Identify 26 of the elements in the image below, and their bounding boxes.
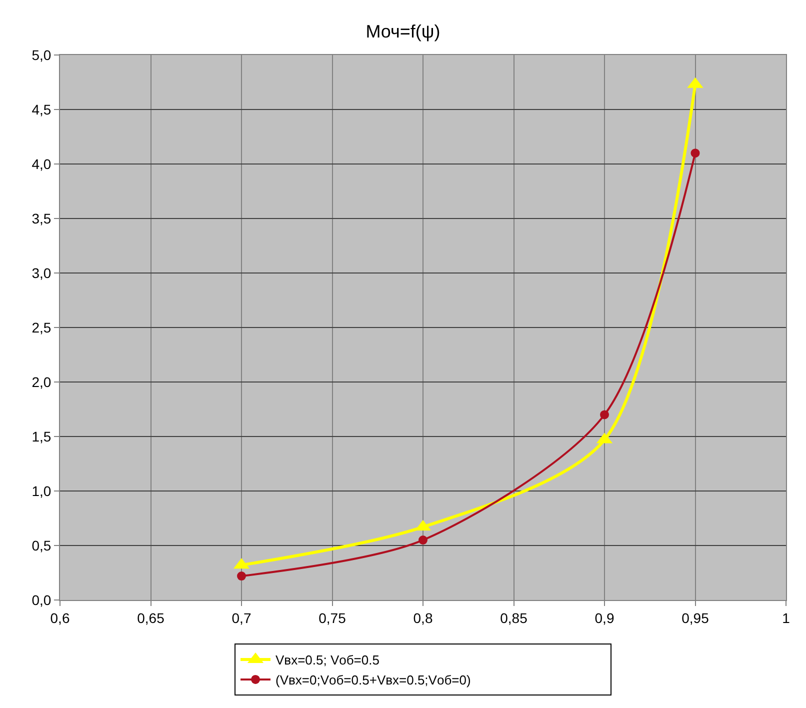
point (600, 410, 609, 420)
point (418, 536, 428, 545)
chart-title: Моч=f(ψ) (366, 21, 440, 42)
x-tick-label: 0,6 (50, 610, 70, 626)
x-tick-label: 0,65 (137, 610, 165, 626)
x-tick-label: 0,9 (594, 610, 614, 626)
y-tick-label: 3,0 (32, 264, 52, 281)
y-tick-label: 5,0 (32, 46, 52, 63)
x-tick-label: 0,8 (413, 610, 433, 626)
x-tick-label: 1 (782, 610, 790, 626)
y-tick-label: 0,5 (32, 537, 52, 554)
x-tick-label: 0,95 (682, 610, 710, 626)
x-tick-label: 0,85 (500, 610, 528, 626)
x-tick-label: 0,75 (318, 610, 346, 626)
legend-label: Vвх=0.5; Vоб=0.5 (276, 652, 380, 668)
y-tick-label: 2,0 (32, 374, 52, 390)
y-tick-label: 4,5 (32, 101, 52, 118)
y-tick-label: 2,5 (32, 319, 52, 336)
point (237, 572, 246, 581)
y-tick-label: 4,0 (32, 156, 52, 172)
x-tick-label: 0,7 (232, 610, 252, 626)
y-tick-label: 1,0 (32, 482, 52, 499)
y-tick-label: 0,0 (32, 592, 52, 608)
y-tick-label: 3,5 (32, 210, 52, 226)
legend-label: (Vвх=0;Vоб=0.5+Vвх=0.5;Vоб=0) (276, 672, 471, 688)
y-tick-label: 1,5 (32, 428, 52, 444)
